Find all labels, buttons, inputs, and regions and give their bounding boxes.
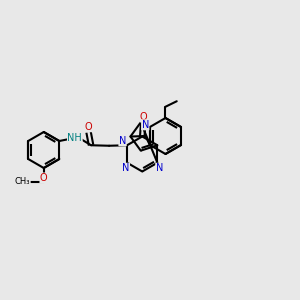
Text: N: N bbox=[142, 120, 149, 130]
Text: O: O bbox=[40, 173, 48, 183]
Text: N: N bbox=[119, 136, 126, 146]
Text: NH: NH bbox=[68, 133, 82, 143]
Text: O: O bbox=[140, 112, 148, 122]
Text: O: O bbox=[85, 122, 92, 132]
Text: CH₃: CH₃ bbox=[15, 178, 30, 187]
Text: N: N bbox=[156, 163, 163, 173]
Text: N: N bbox=[122, 163, 130, 173]
